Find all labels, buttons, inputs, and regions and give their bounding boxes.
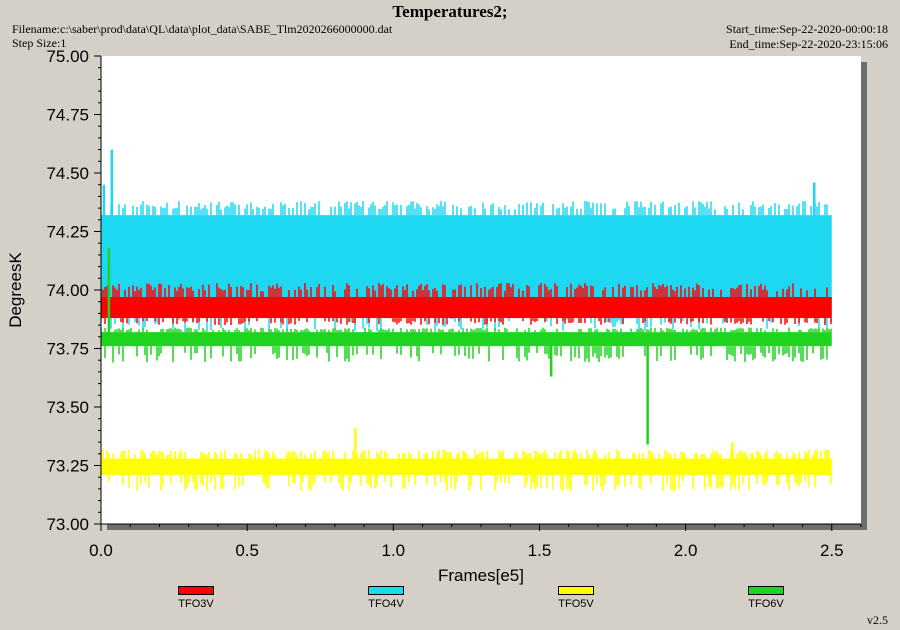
series-band bbox=[101, 458, 832, 475]
step-size-label: Step Size:1 bbox=[12, 36, 67, 50]
series-band bbox=[101, 215, 832, 305]
y-tick-label: 74.00 bbox=[46, 281, 89, 300]
y-axis-label: DegreesK bbox=[6, 252, 25, 328]
legend-swatch bbox=[748, 586, 784, 595]
series-noise bbox=[101, 327, 832, 363]
x-tick-label: 0.5 bbox=[235, 541, 259, 560]
series-noise bbox=[101, 283, 832, 326]
legend-label: TFO4V bbox=[368, 598, 404, 610]
filename-label: Filename:c:\saber\prod\data\QL\data\plot… bbox=[12, 22, 393, 36]
series-tfo4v bbox=[101, 149, 832, 332]
series-tfo5v bbox=[101, 428, 832, 492]
y-tick-label: 74.25 bbox=[46, 223, 89, 242]
axes-layer: 73.00 73.25 73.50 73.75 74.00 74.25 74.50 74.75… bbox=[46, 47, 862, 560]
chart-title: Temperatures2; bbox=[392, 2, 508, 21]
series-tfo3v bbox=[101, 283, 832, 326]
x-tick-label: 0.0 bbox=[89, 541, 113, 560]
series-noise bbox=[101, 449, 832, 492]
y-tick-label: 73.00 bbox=[46, 515, 89, 534]
version-label: v2.5 bbox=[867, 613, 888, 627]
series-tfo6v bbox=[101, 247, 832, 445]
series-band bbox=[101, 297, 832, 319]
y-tick-label: 74.50 bbox=[46, 164, 89, 183]
legend-item-tfo3v: TFO3V bbox=[156, 586, 236, 610]
y-tick-label: 73.75 bbox=[46, 340, 89, 359]
y-tick-label: 75.00 bbox=[46, 47, 89, 66]
legend-label: TFO6V bbox=[748, 598, 784, 610]
end-time-label: End_time:Sep-22-2020-23:15:06 bbox=[729, 37, 888, 51]
x-tick-label: 2.0 bbox=[674, 541, 698, 560]
x-tick-label: 2.5 bbox=[820, 541, 844, 560]
y-tick-label: 73.50 bbox=[46, 398, 89, 417]
series-band bbox=[101, 332, 832, 347]
series-layer bbox=[101, 149, 832, 492]
legend-swatch bbox=[178, 586, 214, 595]
x-tick-label: 1.0 bbox=[381, 541, 405, 560]
start-time-label: Start_time:Sep-22-2020-00:00:18 bbox=[726, 22, 888, 36]
y-tick-label: 74.75 bbox=[46, 106, 89, 125]
x-axis-label: Frames[e5] bbox=[438, 566, 524, 585]
legend-label: TFO3V bbox=[178, 598, 214, 610]
legend-label: TFO5V bbox=[558, 598, 594, 610]
legend-item-tfo4v: TFO4V bbox=[346, 586, 426, 610]
legend-item-tfo5v: TFO5V bbox=[536, 586, 616, 610]
legend-item-tfo6v: TFO6V bbox=[726, 586, 806, 610]
legend-swatch bbox=[558, 586, 594, 595]
y-tick-label: 73.25 bbox=[46, 457, 89, 476]
legend-swatch bbox=[368, 586, 404, 595]
x-tick-label: 1.5 bbox=[528, 541, 552, 560]
